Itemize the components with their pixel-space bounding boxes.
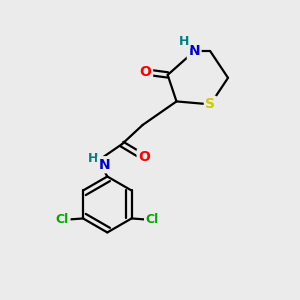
Text: O: O: [140, 65, 152, 79]
Text: N: N: [98, 158, 110, 172]
Text: N: N: [188, 44, 200, 58]
Text: O: O: [138, 150, 150, 164]
Text: Cl: Cl: [56, 213, 69, 226]
Text: S: S: [206, 98, 215, 111]
Text: Cl: Cl: [146, 213, 159, 226]
Text: H: H: [88, 152, 98, 165]
Text: H: H: [179, 34, 189, 48]
